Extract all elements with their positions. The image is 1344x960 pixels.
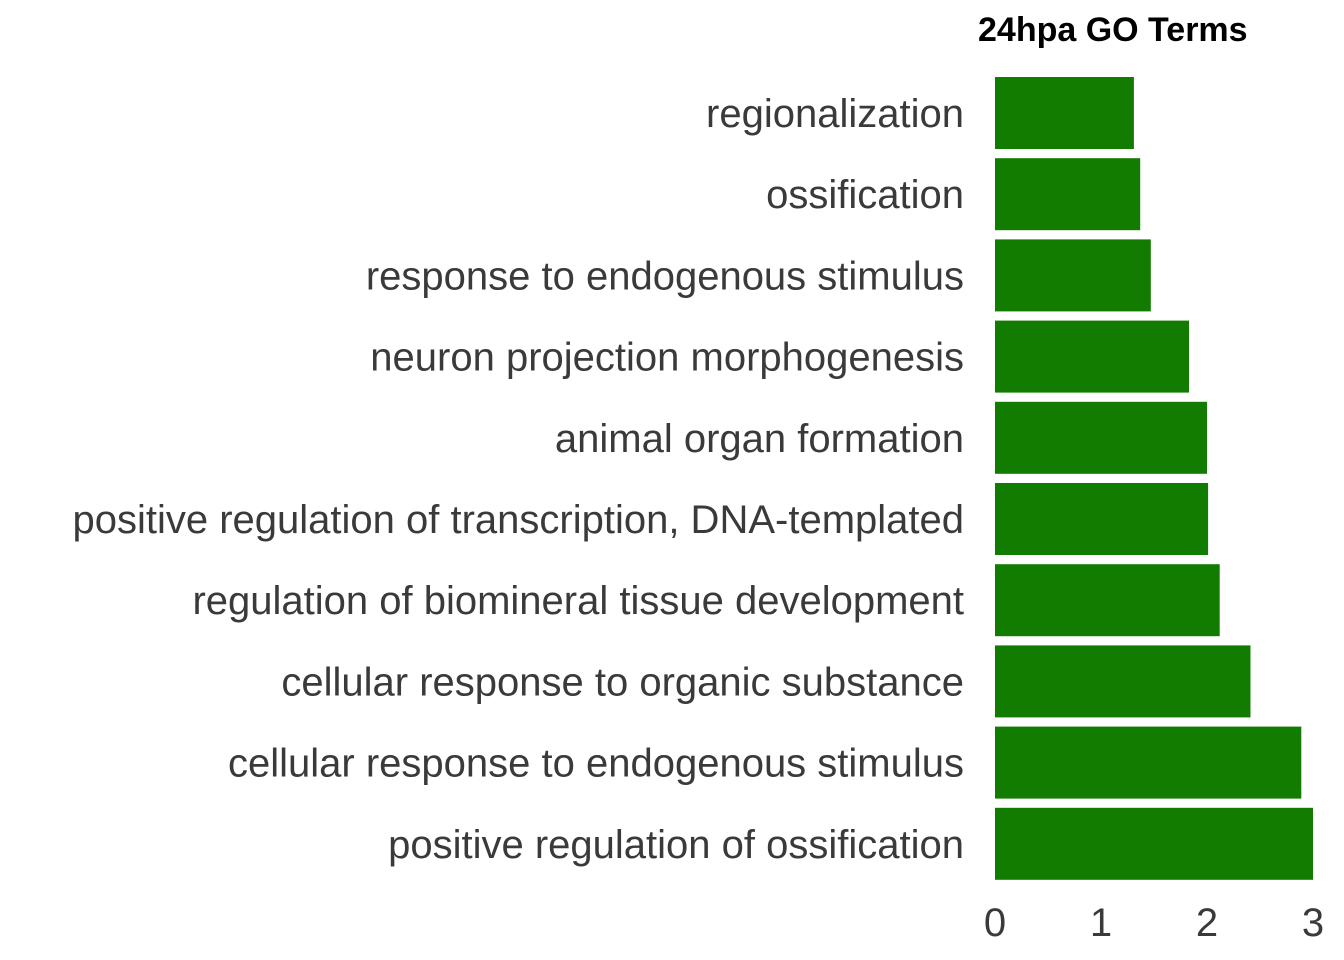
- category-label: cellular response to organic substance: [281, 660, 964, 704]
- x-tick-label: 2: [1196, 901, 1218, 945]
- bars-group: [995, 77, 1313, 880]
- bar: [995, 401, 1207, 474]
- bar: [995, 726, 1302, 799]
- category-label: neuron projection morphogenesis: [370, 336, 964, 380]
- bar: [995, 807, 1313, 880]
- category-label: response to endogenous stimulus: [366, 254, 964, 298]
- category-label: regionalization: [706, 92, 964, 136]
- category-label: positive regulation of ossification: [388, 823, 964, 867]
- bar: [995, 645, 1251, 718]
- bar: [995, 564, 1220, 637]
- bar: [995, 483, 1209, 555]
- category-label: cellular response to endogenous stimulus: [228, 742, 964, 786]
- category-labels-group: regionalization ossification response to e…: [72, 92, 964, 867]
- category-label: animal organ formation: [555, 417, 964, 461]
- bar: [995, 77, 1134, 149]
- category-label: regulation of biomineral tissue developm…: [192, 579, 964, 623]
- category-label: positive regulation of transcription, DN…: [72, 498, 964, 542]
- bar: [995, 158, 1141, 231]
- x-tick-labels-group: 0 1 2 3: [984, 901, 1324, 945]
- x-tick-label: 0: [984, 901, 1006, 945]
- x-tick-label: 3: [1302, 901, 1324, 945]
- x-tick-label: 1: [1090, 901, 1112, 945]
- bar: [995, 239, 1151, 312]
- bar: [995, 320, 1189, 393]
- category-label: ossification: [766, 173, 964, 217]
- chart-title: 24hpa GO Terms: [978, 11, 1248, 49]
